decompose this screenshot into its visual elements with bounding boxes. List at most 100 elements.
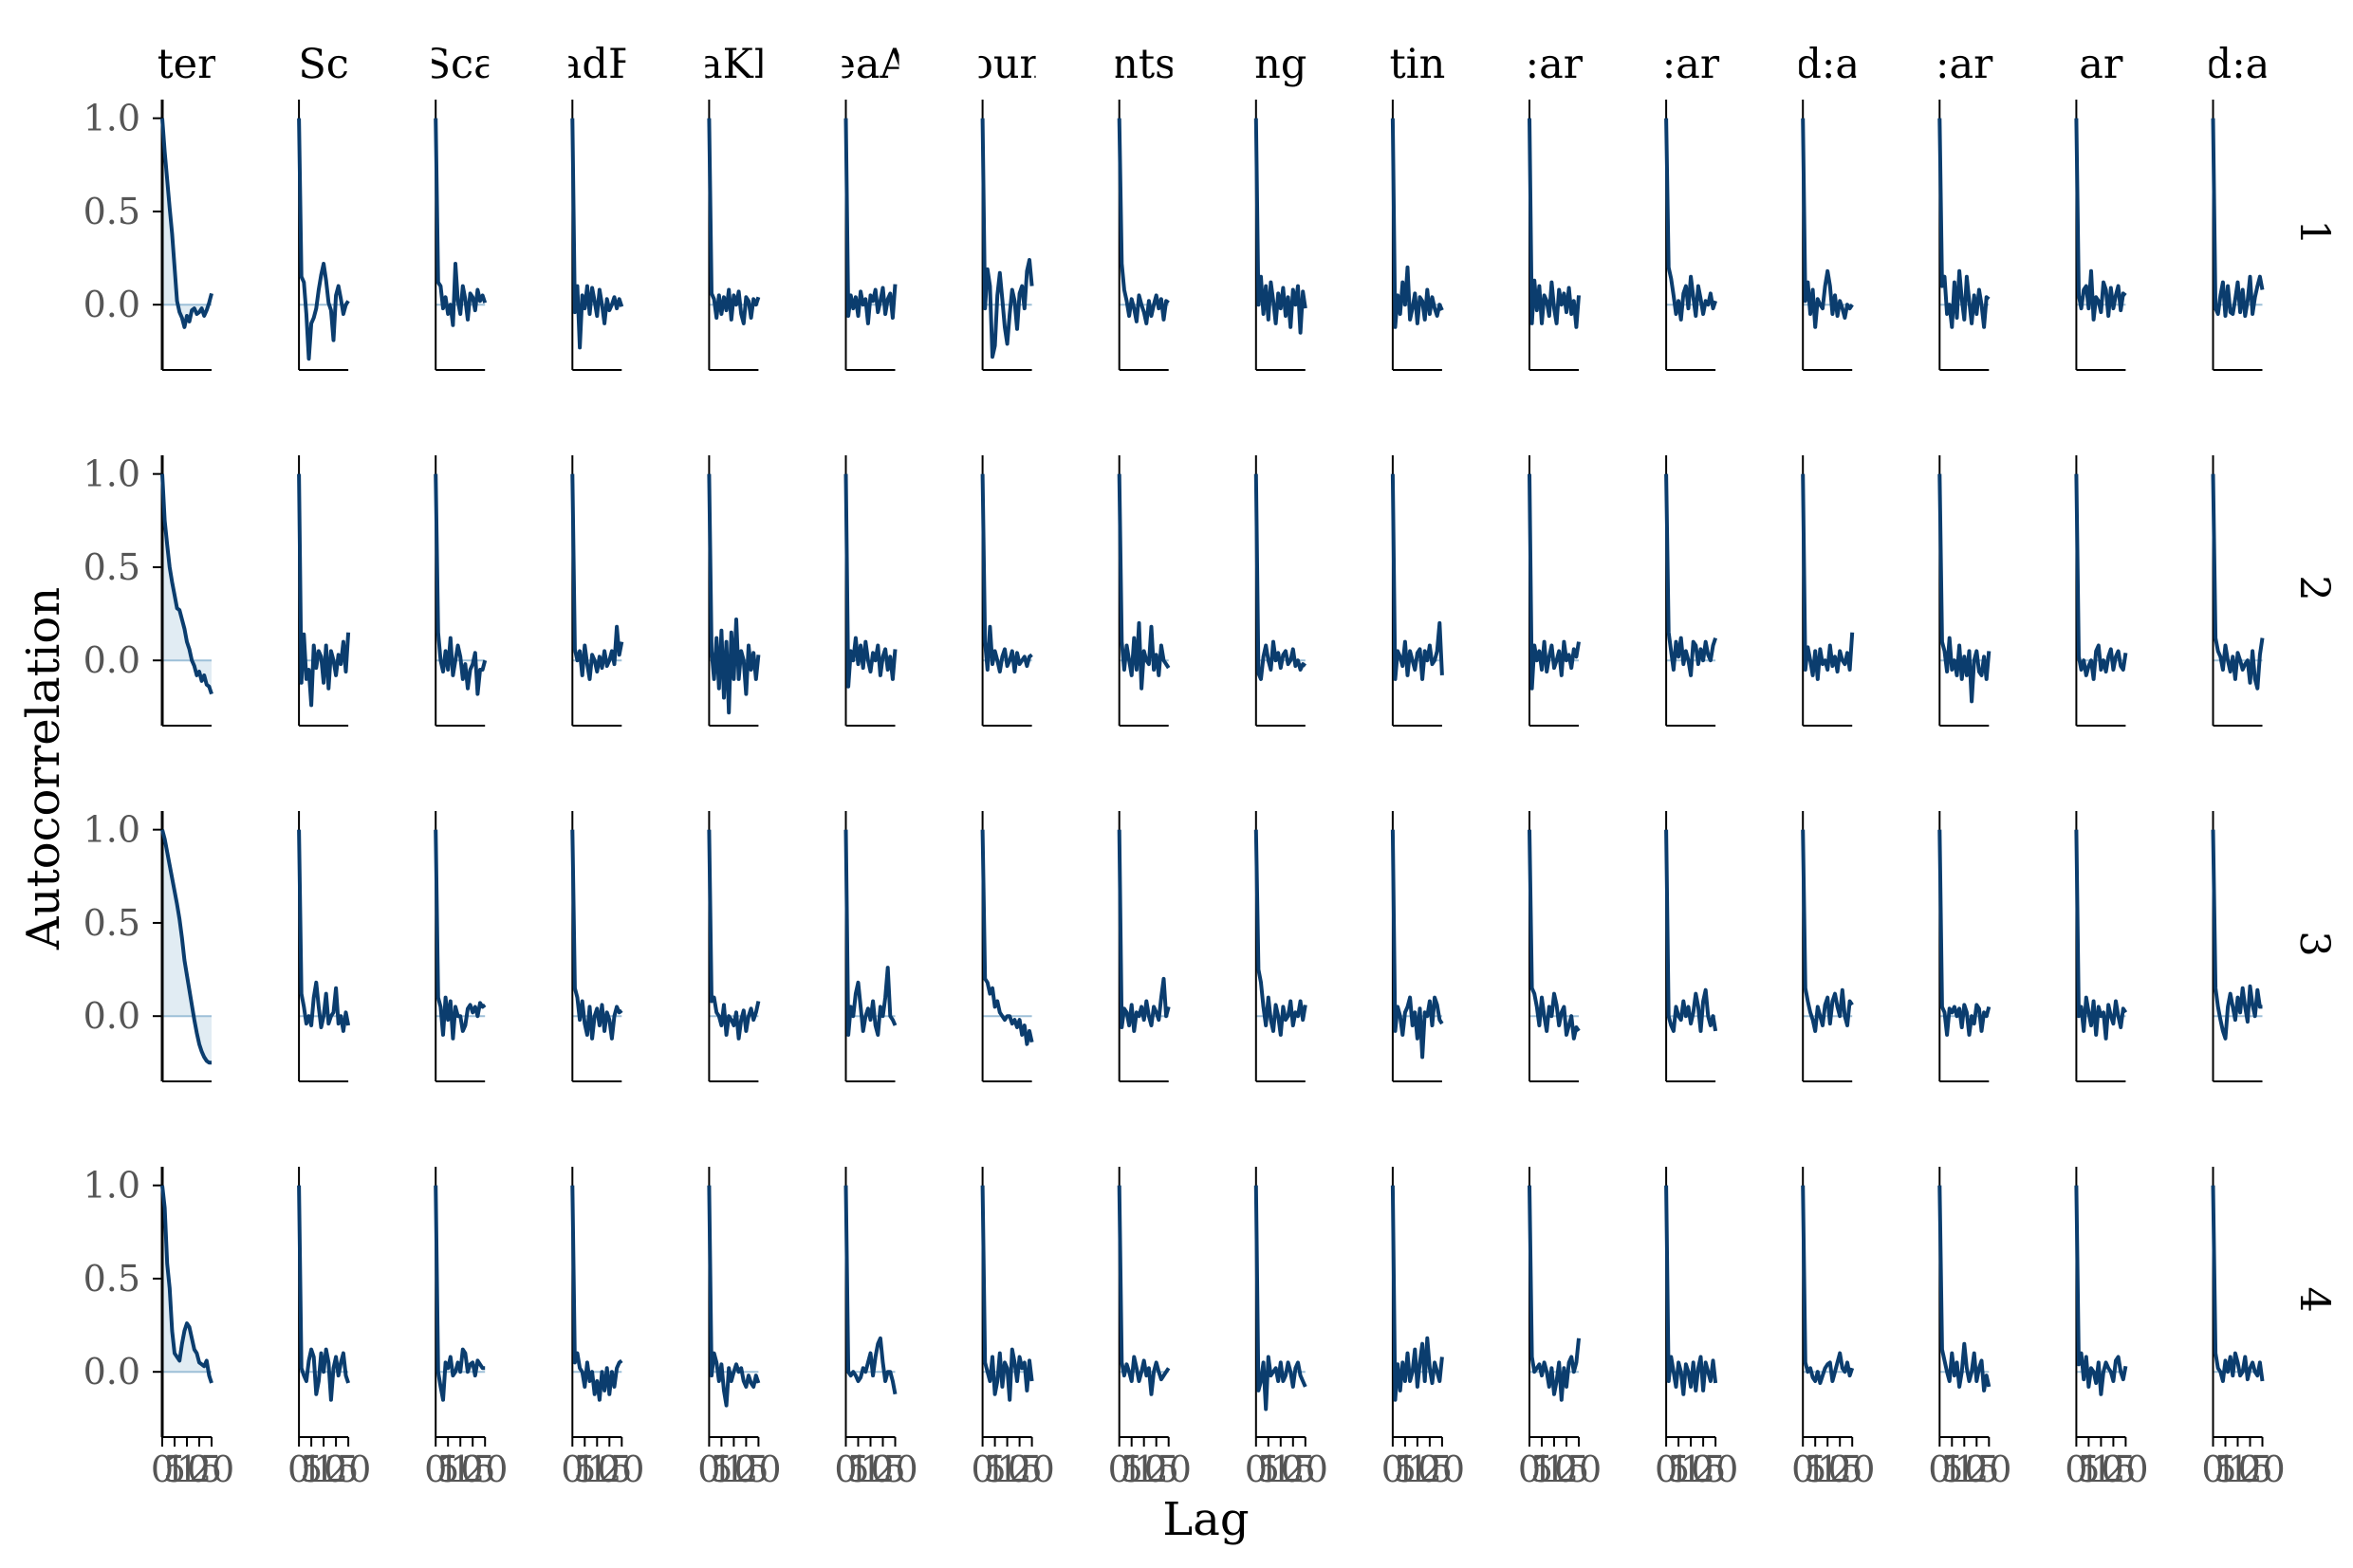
y-tick-label: 0.5 <box>83 546 140 588</box>
x-tick-label: 0 <box>972 1448 994 1490</box>
column-title: adF <box>558 41 637 88</box>
x-tick-label: 10 <box>164 1448 210 1490</box>
x-tick-label: 20 <box>2239 1448 2285 1490</box>
x-tick-label: 20 <box>1009 1448 1054 1490</box>
x-tick-label: 15 <box>1544 1448 1589 1490</box>
y-tick-label: 0.0 <box>83 995 140 1037</box>
acf-line <box>980 829 1034 1046</box>
row-label: 3 <box>2290 931 2338 956</box>
x-tick-label: 0 <box>424 1448 447 1490</box>
x-tick-label: 5 <box>163 1448 186 1490</box>
acf-line <box>980 1185 1034 1402</box>
x-tick-label: 15 <box>996 1448 1042 1490</box>
acf-line <box>570 829 623 1041</box>
acf-line <box>1664 1185 1718 1396</box>
x-tick-label: 20 <box>735 1448 781 1490</box>
acf-line <box>707 1185 761 1408</box>
x-tick-label: 20 <box>1283 1448 1328 1490</box>
x-tick-label: 5 <box>1940 1448 1963 1490</box>
row-label: 2 <box>2290 575 2338 600</box>
x-tick-label: 15 <box>450 1448 495 1490</box>
acf-line <box>980 473 1033 673</box>
acf-area <box>162 829 212 1063</box>
acf-line <box>297 1185 350 1402</box>
acf-line <box>2074 829 2128 1041</box>
row-label: 4 <box>2290 1286 2338 1312</box>
x-tick-label: 0 <box>2065 1448 2087 1490</box>
y-tick-label: 0.0 <box>83 1351 140 1393</box>
x-tick-label: 20 <box>1966 1448 2011 1490</box>
x-tick-label: 5 <box>1667 1448 1690 1490</box>
acf-line <box>707 829 761 1041</box>
acf-line <box>843 118 898 325</box>
x-tick-label: 5 <box>300 1448 323 1490</box>
x-tick-label: 15 <box>586 1448 632 1490</box>
x-tick-label: 0 <box>1791 1448 1814 1490</box>
x-tick-label: 0 <box>1108 1448 1131 1490</box>
acf-line <box>1390 118 1444 329</box>
x-tick-label: 20 <box>1829 1448 1875 1490</box>
y-tick-label: 0.5 <box>83 191 140 232</box>
x-tick-label: 15 <box>313 1448 359 1490</box>
x-tick-label: 15 <box>2227 1448 2272 1490</box>
acf-line <box>1664 473 1717 677</box>
x-tick-label: 5 <box>573 1448 596 1490</box>
acf-line <box>2074 1185 2128 1396</box>
x-tick-label: 10 <box>1668 1448 1714 1490</box>
acf-line <box>434 118 488 327</box>
x-tick-label: 15 <box>860 1448 905 1490</box>
column-title: aKI <box>698 41 769 88</box>
acf-line <box>1937 118 1991 329</box>
x-tick-label: 5 <box>436 1448 459 1490</box>
acf-line <box>1390 1185 1444 1402</box>
acf-line <box>1528 118 1581 329</box>
x-tick-label: 5 <box>1394 1448 1417 1490</box>
column-title: ar <box>2079 41 2123 88</box>
x-tick-label: 10 <box>437 1448 483 1490</box>
y-tick-label: 1.0 <box>83 1165 140 1207</box>
acf-line <box>1253 829 1307 1037</box>
x-tick-label: 15 <box>1134 1448 1179 1490</box>
x-tick-label: 20 <box>2103 1448 2148 1490</box>
x-tick-label: 0 <box>1245 1448 1268 1490</box>
x-tick-label: 5 <box>1804 1448 1826 1490</box>
acf-line <box>297 829 351 1033</box>
acf-line <box>570 473 624 681</box>
acf-line <box>1937 1185 1992 1393</box>
x-tick-label: 15 <box>2090 1448 2136 1490</box>
acf-line <box>1528 1185 1581 1402</box>
acf-line <box>1801 473 1855 681</box>
acf-line <box>1117 118 1170 325</box>
acf-line <box>1528 473 1581 691</box>
acf-line <box>160 829 212 1065</box>
acf-area <box>162 473 212 694</box>
column-title: :ar <box>1526 41 1584 88</box>
acf-line <box>434 1185 486 1402</box>
x-tick-label: 20 <box>1556 1448 1602 1490</box>
x-tick-label: 0 <box>697 1448 720 1490</box>
acf-line <box>160 473 213 695</box>
x-tick-label: 0 <box>1518 1448 1541 1490</box>
column-title: ter <box>157 41 217 88</box>
x-axis-label: Lag <box>1162 1493 1249 1546</box>
x-tick-label: 5 <box>846 1448 869 1490</box>
x-tick-label: 10 <box>2078 1448 2123 1490</box>
acf-line <box>843 473 898 689</box>
acf-line <box>2211 473 2265 691</box>
acf-line <box>1117 829 1171 1033</box>
x-tick-label: 10 <box>2214 1448 2260 1490</box>
acf-line <box>160 1185 213 1384</box>
acf-line <box>1253 1185 1307 1411</box>
x-tick-label: 5 <box>710 1448 732 1490</box>
y-axis-label: Autocorrelation <box>17 587 70 950</box>
x-tick-label: 15 <box>176 1448 222 1490</box>
y-tick-label: 1.0 <box>83 98 140 139</box>
x-tick-label: 0 <box>561 1448 584 1490</box>
acf-line <box>1253 118 1307 335</box>
y-tick-label: 0.0 <box>83 639 140 681</box>
column-title: oun <box>969 41 1046 88</box>
acf-line <box>707 473 761 715</box>
x-tick-label: 10 <box>301 1448 346 1490</box>
x-tick-label: 0 <box>287 1448 310 1490</box>
y-tick-label: 1.0 <box>83 809 140 851</box>
